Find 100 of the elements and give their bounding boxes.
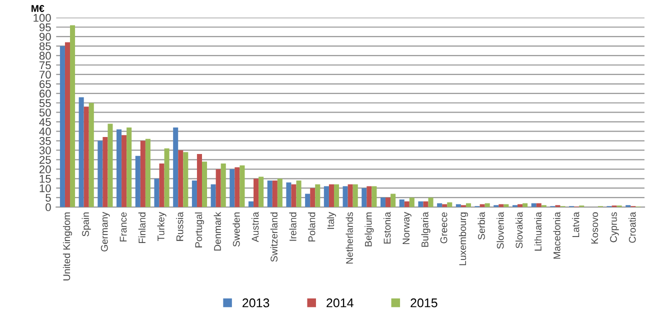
x-tick-label: France: [120, 212, 127, 242]
bar: [196, 154, 202, 208]
legend-label: 2014: [326, 298, 354, 308]
bar: [210, 184, 216, 208]
bar: [480, 204, 485, 208]
y-tick-label: 30: [39, 146, 51, 154]
bar: [230, 169, 235, 208]
x-tick-label: Lithuania: [534, 212, 542, 251]
bar: [315, 184, 320, 208]
x-tick-label: Switzerland: [270, 212, 278, 262]
bar: [286, 182, 292, 208]
bar: [88, 102, 94, 208]
y-tick-label: 25: [40, 156, 51, 164]
bar: [386, 198, 391, 208]
y-tick-label: 95: [39, 23, 51, 32]
bar: [102, 136, 108, 208]
bar: [154, 178, 160, 208]
y-tick-label: 40: [39, 128, 51, 136]
bar: [277, 178, 282, 208]
x-tick-label: Slovenia: [496, 212, 504, 249]
y-tick-label: 50: [39, 108, 51, 116]
bar: [164, 148, 170, 208]
bar: [183, 152, 188, 208]
bar: [234, 167, 240, 208]
y-tick-label: 80: [39, 52, 51, 60]
bar: [372, 186, 377, 208]
bar: [122, 135, 127, 208]
bar: [404, 201, 410, 208]
bar: [305, 194, 310, 208]
y-tick-label: 90: [39, 32, 51, 41]
y-tick-label: 20: [40, 165, 51, 174]
bar: [498, 204, 504, 208]
bar: [418, 201, 424, 208]
bar: [409, 198, 414, 208]
bar: [518, 204, 523, 208]
x-tick-label: Slovakia: [516, 212, 523, 248]
x-tick-label: Netherlands: [346, 212, 353, 264]
bar: [504, 204, 509, 208]
bar: [192, 180, 197, 208]
bar: [272, 180, 278, 208]
x-tick-label: Russia: [176, 212, 184, 241]
x-tick-label: Greece: [440, 212, 448, 244]
x-tick-label: Ireland: [289, 212, 296, 241]
x-tick-label: Macedonia: [553, 212, 560, 259]
bar: [159, 163, 164, 208]
y-tick-label: 5: [46, 194, 51, 202]
bar: [267, 180, 272, 208]
bar: [178, 150, 184, 208]
bar: [108, 124, 113, 208]
bar: [334, 184, 340, 208]
bar: [240, 165, 245, 208]
bar: [145, 138, 150, 208]
bar: [84, 106, 89, 208]
x-tick-label: Germany: [100, 212, 110, 252]
x-tick-label: Kosovo: [591, 212, 598, 244]
bar: [78, 97, 84, 208]
bar: [437, 203, 442, 208]
x-tick-label: Austria: [252, 212, 259, 242]
bar: [216, 169, 221, 208]
bar: [366, 186, 372, 208]
bar: [324, 186, 329, 208]
y-tick-label: 85: [39, 42, 51, 50]
bar: [456, 204, 461, 208]
bar: [116, 129, 122, 208]
y-tick-label: 60: [40, 90, 51, 98]
bar: [202, 162, 208, 208]
legend-label: 2013: [242, 298, 270, 308]
x-tick-label: Italy: [326, 212, 336, 229]
bar: [531, 203, 536, 208]
y-tick-label: 75: [40, 61, 51, 70]
bar: [135, 156, 140, 208]
x-tick-label: Poland: [308, 212, 316, 242]
y-tick-label: 65: [40, 80, 51, 88]
bar: [64, 42, 70, 208]
bar: [140, 140, 146, 208]
x-tick-label: Cyprus: [610, 212, 619, 242]
bar: [466, 203, 472, 208]
y-tick-label: 35: [39, 137, 51, 145]
bar: [428, 198, 434, 208]
bar: [258, 176, 264, 208]
x-tick-label: Spain: [82, 212, 91, 236]
bar: [220, 163, 226, 208]
bar: [399, 199, 404, 208]
y-tick-label: 55: [39, 99, 51, 108]
bar: [98, 140, 103, 208]
bar: [291, 184, 296, 208]
bar: [390, 194, 396, 208]
y-tick-label: 0: [46, 203, 51, 212]
x-tick-label: Portugal: [194, 212, 204, 248]
x-tick-label: Turkey: [157, 212, 166, 242]
bar: [348, 184, 353, 208]
x-tick-label: United Kingdom: [62, 212, 72, 280]
bar: [296, 180, 302, 208]
x-tick-label: Luxembourg: [458, 212, 468, 266]
y-tick-label: 10: [40, 184, 51, 192]
x-tick-label: Serbia: [478, 212, 485, 240]
bar: [248, 201, 254, 208]
bar: [536, 203, 542, 208]
y-tick-label: 15: [40, 175, 51, 183]
y-axis-title: M€: [32, 5, 44, 12]
